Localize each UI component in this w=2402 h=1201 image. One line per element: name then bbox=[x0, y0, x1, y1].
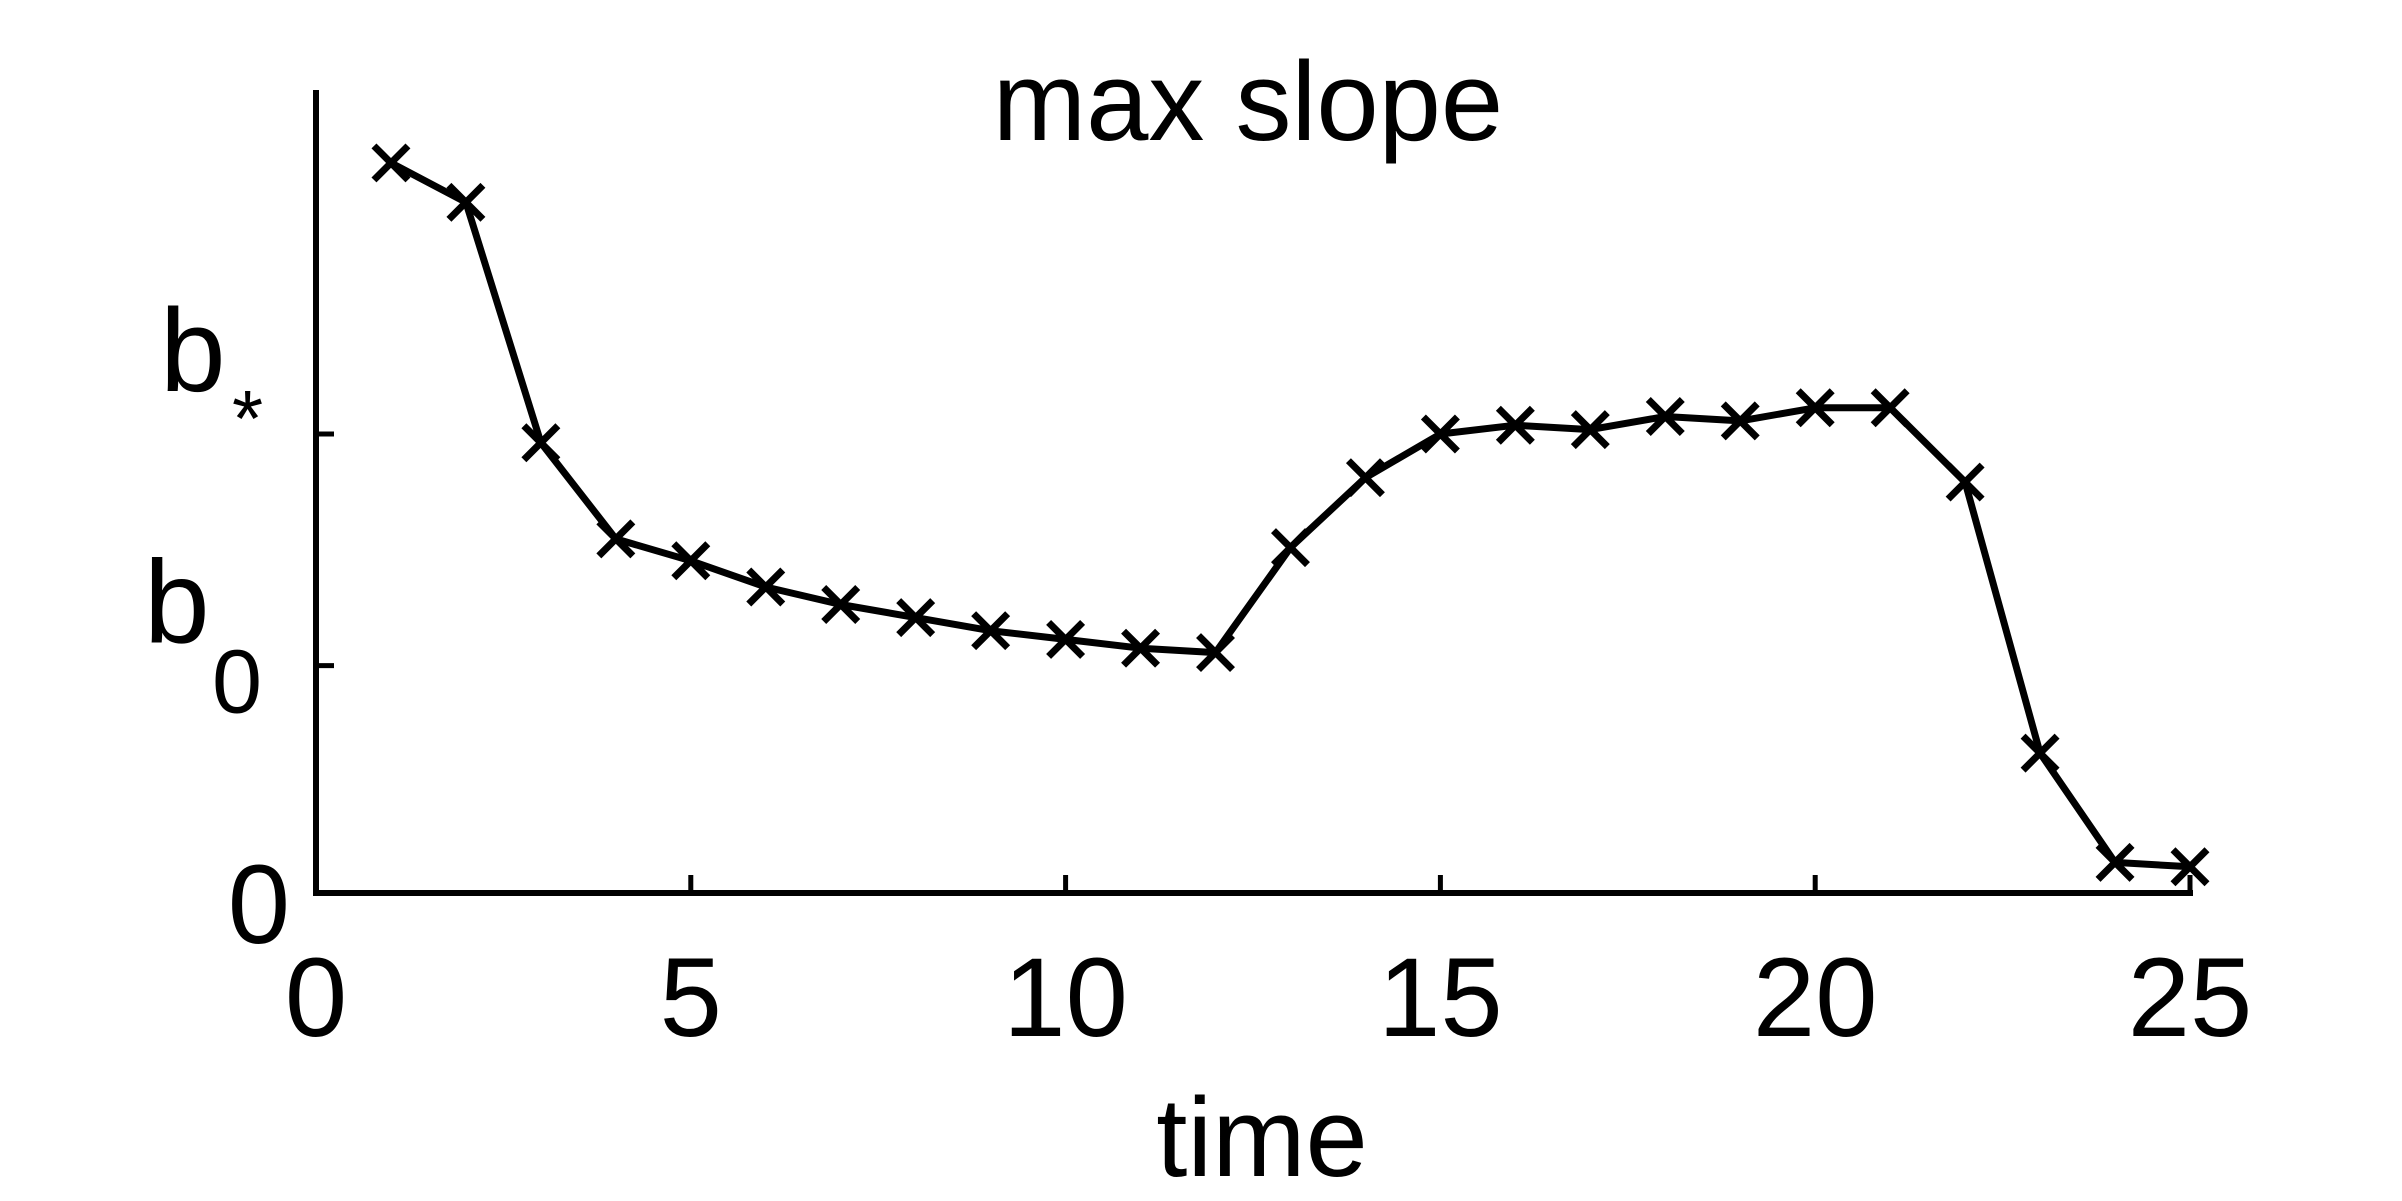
data-point-marker bbox=[671, 541, 711, 581]
data-point-marker bbox=[1720, 401, 1760, 441]
data-point-marker bbox=[596, 519, 636, 559]
data-point-marker bbox=[1495, 405, 1535, 445]
data-point-marker bbox=[971, 611, 1011, 651]
data-point-marker bbox=[521, 423, 561, 463]
plot-area bbox=[371, 143, 2210, 887]
chart-title: max slope bbox=[993, 39, 1503, 164]
data-point-marker bbox=[1046, 619, 1086, 659]
x-tick-label: 15 bbox=[1378, 935, 1503, 1060]
x-tick-label: 0 bbox=[285, 935, 347, 1060]
x-tick-label: 25 bbox=[2128, 935, 2253, 1060]
data-point-marker bbox=[1870, 388, 1910, 428]
data-point-marker bbox=[896, 598, 936, 638]
data-point-marker bbox=[1345, 458, 1385, 498]
data-point-marker bbox=[1795, 388, 1835, 428]
y-tick-label: b bbox=[160, 285, 226, 417]
data-point-marker bbox=[1121, 628, 1161, 668]
data-point-marker bbox=[2170, 847, 2210, 887]
data-point-marker bbox=[746, 567, 786, 607]
series-line bbox=[389, 159, 2191, 871]
data-point-marker bbox=[1645, 397, 1685, 436]
data-point-marker bbox=[1570, 410, 1610, 450]
data-point-marker bbox=[1420, 414, 1460, 454]
x-tick-label: 5 bbox=[660, 935, 722, 1060]
x-tick-label: 10 bbox=[1003, 935, 1128, 1060]
data-point-marker bbox=[1271, 528, 1310, 568]
y-tick-label: b bbox=[144, 537, 210, 669]
x-tick-label: 20 bbox=[1753, 935, 1878, 1060]
data-point-marker bbox=[446, 182, 486, 222]
y-tick-label: 0 bbox=[228, 842, 290, 967]
data-point-marker bbox=[1196, 633, 1235, 673]
y-tick-label-subscript: 0 bbox=[212, 633, 262, 733]
data-point-marker bbox=[2095, 842, 2135, 882]
data-point-marker bbox=[371, 143, 411, 183]
y-tick-label-subscript: * bbox=[232, 374, 263, 463]
data-point-marker bbox=[1945, 462, 1985, 502]
axes bbox=[313, 90, 2193, 896]
x-axis-label: time bbox=[1156, 1075, 1368, 1200]
data-point-marker bbox=[2020, 733, 2060, 773]
data-point-marker bbox=[821, 585, 861, 624]
